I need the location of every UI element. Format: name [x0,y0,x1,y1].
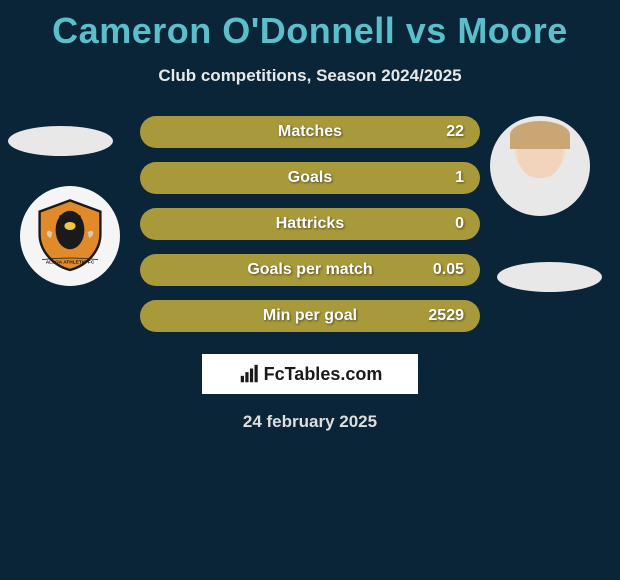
stat-value: 22 [446,123,464,141]
date-text: 24 february 2025 [0,412,620,432]
stat-label: Hattricks [276,215,344,233]
page-title: Cameron O'Donnell vs Moore [0,0,620,52]
stat-label: Matches [278,123,342,141]
brand-text: FcTables.com [264,364,383,385]
stat-value: 2529 [428,307,464,325]
right-player-name-ellipse [497,262,602,292]
subtitle: Club competitions, Season 2024/2025 [0,66,620,86]
left-player-name-ellipse [8,126,113,156]
stat-value: 0 [455,215,464,233]
stat-row-min-per-goal: Min per goal 2529 [140,300,480,332]
bar-chart-icon [238,363,260,385]
brand-box[interactable]: FcTables.com [202,354,418,394]
left-club-badge: ALLOA ATHLETIC FC [20,186,120,286]
stat-bars: Matches 22 Goals 1 Hattricks 0 Goals per… [140,116,480,346]
stat-value: 0.05 [433,261,464,279]
svg-text:ALLOA ATHLETIC FC: ALLOA ATHLETIC FC [46,259,95,265]
stat-row-goals-per-match: Goals per match 0.05 [140,254,480,286]
stat-value: 1 [455,169,464,187]
stat-label: Goals [288,169,332,187]
stats-area: ALLOA ATHLETIC FC Matches 22 Goals 1 Hat… [0,116,620,336]
stat-row-hattricks: Hattricks 0 [140,208,480,240]
wasp-shield-icon: ALLOA ATHLETIC FC [30,194,110,279]
stat-label: Min per goal [263,307,357,325]
stat-label: Goals per match [247,261,372,279]
stat-row-matches: Matches 22 [140,116,480,148]
right-player-photo [490,116,590,216]
stat-row-goals: Goals 1 [140,162,480,194]
